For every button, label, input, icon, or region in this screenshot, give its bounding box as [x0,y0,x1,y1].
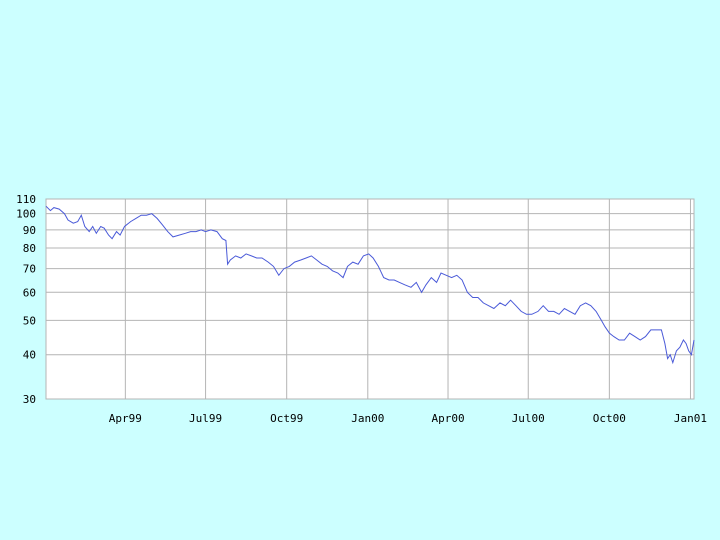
plot-area [46,199,694,399]
y-tick-label: 30 [23,393,36,406]
y-tick-label: 110 [16,193,36,206]
y-tick-label: 70 [23,263,36,276]
y-tick-label: 60 [23,286,36,299]
x-tick-label: Oct99 [270,412,303,425]
y-tick-label: 100 [16,208,36,221]
x-tick-label: Jan01 [674,412,707,425]
y-tick-label: 80 [23,242,36,255]
x-tick-label: Jan00 [351,412,384,425]
series-line [45,205,695,365]
y-tick-label: 40 [23,349,36,362]
x-tick-label: Apr00 [431,412,464,425]
grid-lines [46,198,694,400]
y-tick-label: 50 [23,314,36,327]
x-tick-label: Jul00 [512,412,545,425]
y-tick-label: 90 [23,224,36,237]
y-tick-labels: 30 40 50 60 70 80 90 100 110 [16,193,36,406]
x-tick-label: Oct00 [593,412,626,425]
plot-border [45,198,695,400]
x-tick-label: Jul99 [189,412,222,425]
x-tick-label: Apr99 [109,412,142,425]
x-tick-labels: Apr99 Jul99 Oct99 Jan00 Apr00 Jul00 Oct00 Jan01 [109,412,707,425]
